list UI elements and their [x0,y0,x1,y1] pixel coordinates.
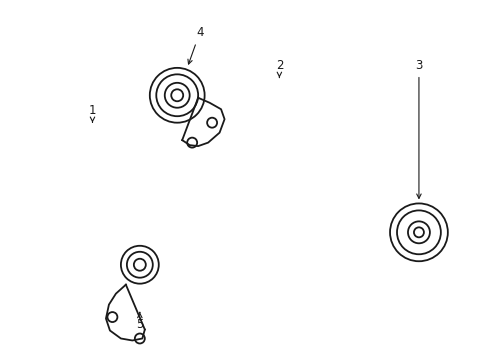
Text: 3: 3 [414,59,422,198]
Text: 1: 1 [88,104,96,122]
Text: 5: 5 [136,312,143,331]
Text: 4: 4 [187,27,203,64]
Text: 2: 2 [275,59,283,77]
